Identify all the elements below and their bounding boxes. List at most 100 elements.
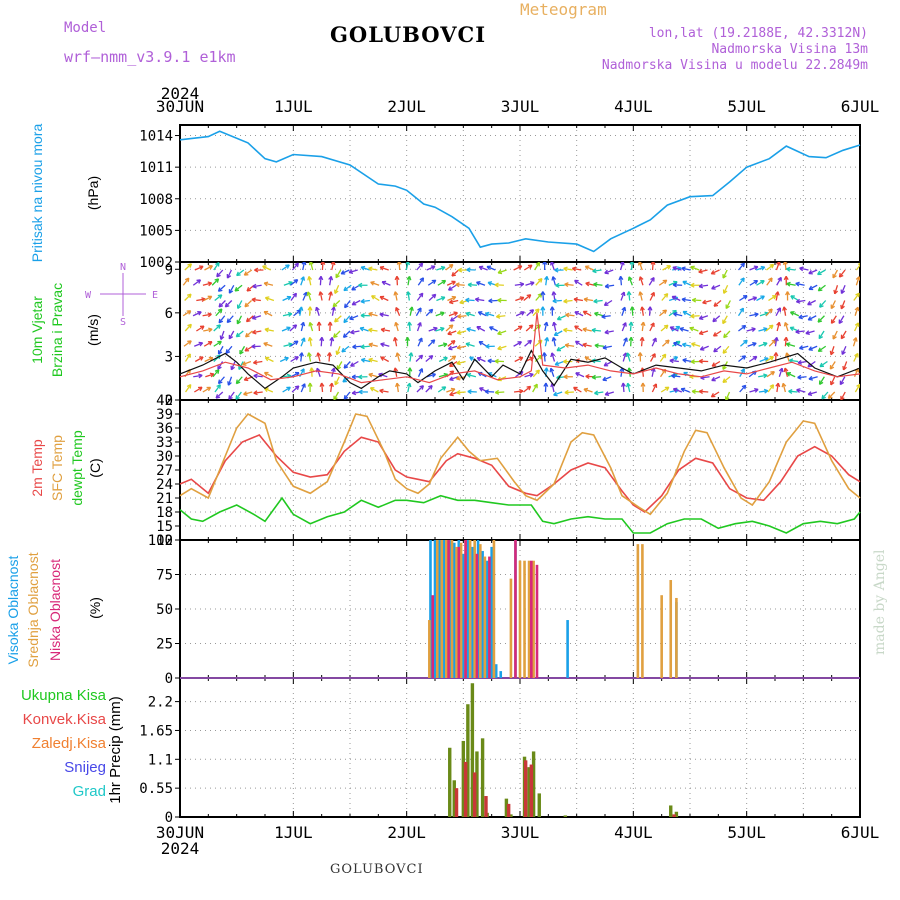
wind-arrow-head	[408, 321, 413, 326]
wind-arrow-shaft	[640, 337, 644, 347]
bar-cloud	[636, 544, 640, 678]
wind-arrow-head	[286, 264, 290, 269]
wind-arrow-shaft	[713, 330, 722, 337]
wind-arrow-shaft	[853, 353, 859, 362]
model-label: Model	[64, 20, 107, 36]
wind-arrow-head	[519, 325, 523, 331]
wind-arrow-head	[664, 354, 667, 359]
wind-arrow-head	[432, 339, 436, 344]
wind-arrow-shaft	[405, 262, 409, 271]
wind-arrow-shaft	[447, 355, 456, 363]
bar-cloud	[532, 560, 535, 678]
wind-arrow-head	[666, 386, 670, 392]
wind-arrow-head	[465, 311, 471, 314]
wind-arrow-head	[201, 325, 205, 330]
wind-arrow-head	[546, 367, 549, 372]
bar-cloud	[471, 546, 474, 678]
wind-arrow-shaft	[409, 352, 413, 362]
wind-arrow-shaft	[446, 280, 456, 286]
wind-arrow-head	[316, 367, 321, 372]
wind-arrow-shaft	[279, 357, 289, 363]
wind-arrow-shaft	[447, 330, 457, 335]
wind-arrow-head	[798, 314, 803, 319]
wind-arrow-head	[410, 352, 414, 357]
wind-arrow-shaft	[765, 324, 774, 332]
wind-arrow-shaft	[525, 324, 534, 332]
wind-arrow-head	[441, 266, 446, 271]
wind-arrow-shaft	[827, 391, 836, 399]
wind-arrow-head	[360, 326, 365, 329]
wind-arrow-shaft	[407, 276, 411, 286]
wind-arrow-head	[819, 303, 822, 308]
wind-arrow-head	[433, 279, 437, 285]
wind-arrow-head	[564, 282, 569, 285]
wind-arrow-shaft	[749, 388, 759, 393]
wind-arrow-shaft	[192, 279, 201, 286]
wind-arrow-shaft	[205, 373, 215, 378]
wind-arrow-head	[796, 388, 801, 391]
bar-precip	[461, 740, 466, 817]
wind-arrow-head	[722, 349, 725, 354]
wind-arrow-shaft	[467, 390, 477, 393]
wind-arrow-shaft	[679, 327, 689, 332]
wind-arrow-shaft	[722, 315, 728, 324]
y-tick-label: 18	[156, 505, 173, 521]
wind-arrow-shaft	[489, 326, 498, 332]
wind-arrow-shaft	[380, 343, 390, 347]
precip-legend-item: Snijeg	[64, 759, 106, 776]
bar-cloud	[445, 540, 448, 678]
wind-arrow-head	[770, 325, 774, 330]
wind-arrow-shaft	[758, 328, 768, 332]
wind-arrow-head	[485, 343, 490, 348]
wind-arrow-head	[448, 299, 453, 303]
wind-arrow-head	[554, 361, 559, 366]
wind-arrow-head	[671, 373, 676, 377]
wind-arrow-head	[451, 388, 456, 393]
wind-arrow-head	[711, 285, 715, 290]
wind-arrow-head	[603, 301, 607, 306]
wind-arrow-shaft	[542, 291, 545, 301]
wind-arrow-shaft	[409, 306, 413, 316]
wind-arrow-head	[698, 389, 704, 392]
wind-arrow-head	[394, 367, 399, 372]
wind-arrow-shaft	[524, 339, 532, 347]
wind-arrow-shaft	[563, 267, 573, 271]
wind-arrow-head	[546, 276, 549, 281]
wind-arrow-shaft	[330, 337, 333, 347]
wind-arrow-shaft	[487, 372, 497, 378]
wind-arrow-shaft	[428, 327, 438, 332]
wind-arrow-head	[664, 279, 668, 285]
wind-arrow-shaft	[622, 337, 628, 347]
wind-arrow-shaft	[622, 382, 625, 393]
wind-arrow-head	[302, 322, 306, 327]
wind-arrow-shaft	[334, 376, 340, 386]
wind-arrow-head	[215, 394, 219, 399]
wind-arrow-head	[421, 385, 425, 390]
series-line-temperature	[179, 412, 861, 516]
wind-arrow-shaft	[840, 391, 846, 400]
wind-arrow-head	[207, 313, 212, 318]
wind-arrow-head	[690, 265, 695, 268]
wind-arrow-shaft	[759, 312, 769, 317]
wind-arrow-shaft	[334, 315, 342, 323]
wind-arrow-head	[497, 345, 502, 350]
wind-arrow-head	[520, 283, 525, 287]
wind-arrow-shaft	[465, 342, 475, 347]
wind-arrow-head	[454, 312, 458, 317]
wind-arrow-head	[343, 318, 346, 323]
wind-arrow-shaft	[300, 276, 305, 286]
wind-arrow-shaft	[776, 383, 779, 393]
wind-arrow-shaft	[316, 368, 321, 377]
wind-arrow-shaft	[702, 299, 712, 304]
bar-cloud	[455, 546, 458, 678]
wind-arrow-head	[253, 359, 258, 364]
wind-arrow-shaft	[182, 310, 192, 317]
wind-arrow-shaft	[766, 277, 773, 286]
wind-arrow-shaft	[302, 291, 308, 301]
wind-arrow-head	[456, 360, 461, 365]
wind-arrow-shaft	[575, 372, 585, 378]
wind-arrow-head	[754, 388, 759, 393]
wind-arrow-head	[396, 275, 400, 281]
wind-arrow-shaft	[711, 269, 720, 275]
wind-arrow-head	[550, 367, 555, 372]
